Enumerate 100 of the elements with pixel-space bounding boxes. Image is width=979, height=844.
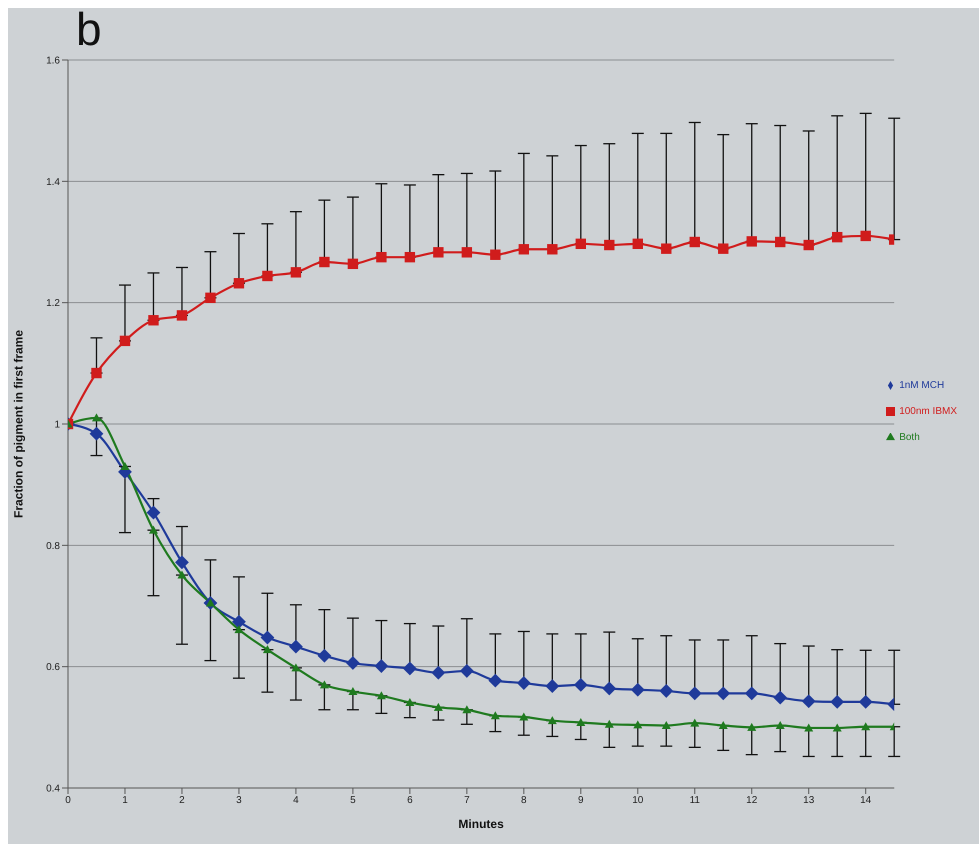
x-tick-label: 3 [236,795,242,806]
point [516,676,531,690]
point [773,690,788,705]
y-tick-label: 1.4 [46,176,60,188]
point [177,570,186,579]
point [804,240,814,250]
point [746,236,757,247]
point [802,694,816,708]
point [120,336,130,346]
point [176,310,188,321]
point [602,682,616,696]
x-tick-label: 12 [746,795,758,806]
point [662,721,671,730]
point [490,250,501,260]
point [92,413,101,422]
point [545,679,560,693]
point [291,663,300,672]
x-tick-label: 8 [521,795,528,806]
point [775,236,786,248]
point [632,238,643,250]
point [205,292,216,304]
x-tick-label: 2 [179,795,186,806]
point [434,702,443,711]
point [744,686,759,700]
x-tick-label: 13 [803,795,815,806]
point [630,682,645,697]
point [661,243,672,254]
point [320,680,329,688]
point [488,674,502,688]
x-tick-label: 4 [293,795,300,806]
y-tick-label: 0.8 [46,540,60,552]
point [346,656,360,670]
point [234,625,244,634]
point [260,630,274,644]
point [405,698,414,706]
point [860,230,871,242]
legend-label: 100nm IBMX [899,406,957,417]
point [804,723,814,732]
point [376,252,387,262]
point [348,258,358,270]
point [402,662,417,676]
point [832,723,842,732]
point [120,462,130,470]
point [576,718,586,726]
point [861,722,870,730]
y-tick-label: 1.2 [46,298,60,310]
point [376,691,386,700]
y-tick-label: 0.4 [46,784,60,795]
legend-label: Both [899,432,920,443]
x-tick-label: 10 [632,795,644,806]
point [462,247,472,258]
point [91,368,102,378]
point [716,686,730,700]
point [460,664,474,678]
point [518,244,530,254]
point [234,278,244,288]
point [462,705,472,714]
x-axis-title: Minutes [458,817,504,831]
y-tick-label: 0.6 [46,662,60,674]
y-axis-title: Fraction of pigment in first frame [11,330,26,518]
point [548,716,557,724]
point [148,526,158,534]
point [289,640,303,654]
x-tick-label: 11 [690,795,700,806]
point [374,659,388,673]
y-tick-label: 1 [54,420,60,431]
point [832,232,842,242]
point [690,718,700,727]
point [262,645,272,654]
point [318,648,332,663]
x-tick-label: 7 [464,795,470,806]
point [830,694,844,709]
point [633,720,642,728]
point [547,244,558,254]
point [148,315,159,326]
point [404,252,416,262]
point [690,236,700,248]
point [90,426,104,441]
point [776,721,785,730]
point [574,678,588,692]
point [576,238,586,250]
point [348,687,358,696]
point [232,614,246,629]
x-tick-label: 14 [860,795,872,806]
x-tick-label: 0 [65,795,72,806]
point [431,666,446,680]
point [858,694,873,709]
legend-label: 1nM MCH [899,380,944,391]
x-tick-label: 5 [350,795,356,806]
point [262,270,273,282]
point [290,267,302,278]
point [519,712,528,721]
point [319,256,330,268]
point [659,684,674,698]
point [604,720,614,728]
point [604,240,614,250]
x-tick-label: 6 [407,795,414,806]
point [688,686,702,700]
point [146,506,160,520]
point [718,721,728,730]
